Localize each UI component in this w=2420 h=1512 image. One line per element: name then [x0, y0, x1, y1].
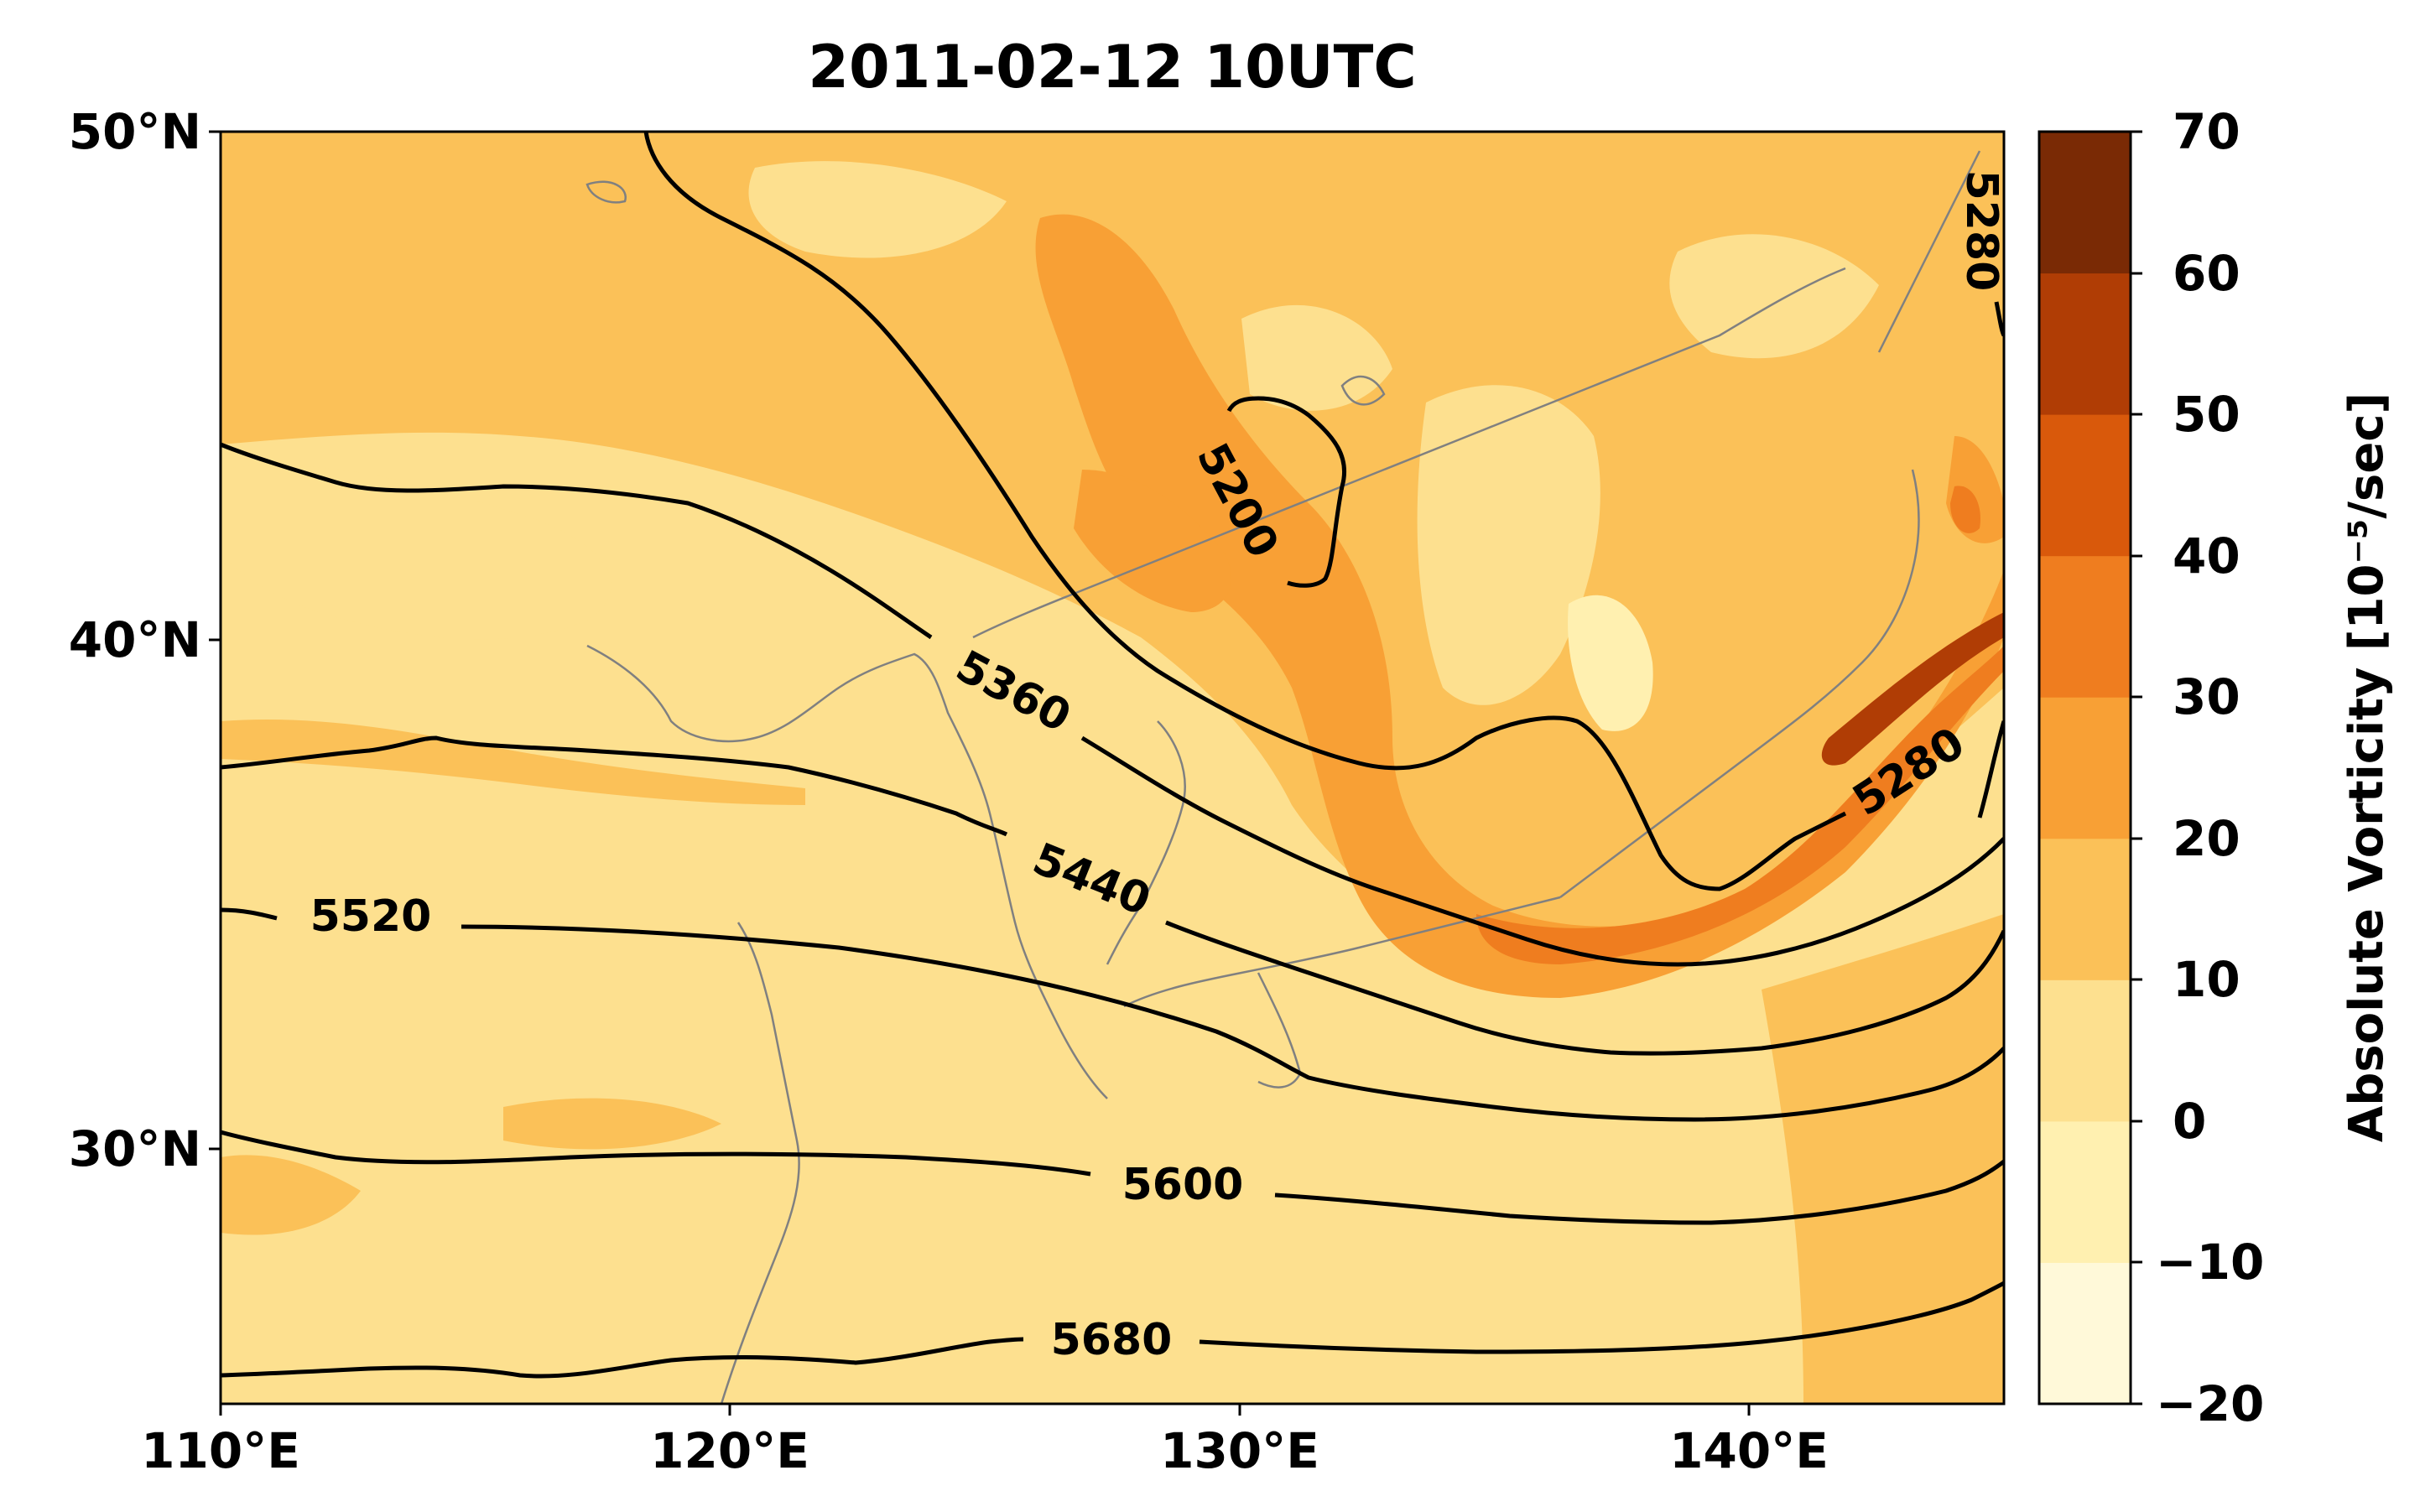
- lon-tick-110: 110°E: [141, 1422, 300, 1479]
- colorbar-tick-10: 10: [2173, 951, 2240, 1008]
- contour-label-5520: 5520: [310, 891, 432, 942]
- colorbar-band-60-to-70: [2039, 132, 2131, 274]
- contour-5360: [221, 442, 933, 640]
- longitude-tick-labels: 110°E 120°E 130°E 140°E: [141, 1422, 1829, 1479]
- colorbar-band-30-to-40: [2039, 555, 2131, 698]
- contour-5280-east: [1977, 720, 2004, 818]
- lat-tick-30: 30°N: [69, 1120, 201, 1177]
- contour-5520-east: [461, 924, 2004, 1122]
- colorbar-band-40-to-50: [2039, 414, 2131, 557]
- lon-tick-140: 140°E: [1669, 1422, 1829, 1479]
- map-frame: [219, 130, 2006, 1405]
- colorbar-tick-0: 0: [2173, 1093, 2206, 1150]
- height-contours: [221, 132, 2004, 1379]
- colorbar-tick-20: 20: [2173, 810, 2240, 867]
- figure-title: 2011-02-12 10UTC: [808, 33, 1417, 101]
- colorbar-tick-labels: 70 60 50 40 30 20 10 0 −10 −20: [2156, 103, 2264, 1432]
- axis-ticks: [209, 130, 1751, 1416]
- colorbar: 70 60 50 40 30 20 10 0 −10 −20 Absolute …: [2037, 103, 2394, 1432]
- colorbar-frame: [2037, 130, 2132, 1405]
- colorbar-label: Absolute Vorticity [10⁻⁵/sec]: [2339, 392, 2394, 1142]
- lon-tick-120: 120°E: [650, 1422, 809, 1479]
- contour-5680-west: [221, 1337, 1024, 1379]
- contour-label-5280-top: 5280: [1956, 170, 2006, 292]
- contour-5520-west: [221, 907, 278, 921]
- colorbar-tick-70: 70: [2173, 103, 2240, 160]
- colorbar-band--10-to-0: [2039, 1120, 2131, 1263]
- colorbar-tick-60: 60: [2173, 245, 2240, 302]
- contour-5280-north: [643, 132, 1847, 891]
- vorticity-shading-30-40: [1476, 486, 2004, 964]
- vorticity-shading-0-10: [221, 161, 1879, 705]
- contour-5440-west: [221, 735, 1008, 837]
- contour-label-5600: 5600: [1122, 1160, 1244, 1210]
- contour-5200: [1226, 396, 1347, 588]
- colorbar-tick-minus20: −20: [2156, 1375, 2264, 1432]
- map-panel: 5200 5280 5280 5360 5440 5520 5600 5680: [221, 132, 2006, 1404]
- contour-5440-east: [1165, 920, 2004, 1056]
- colorbar-tick-marks: [2131, 130, 2142, 1405]
- colorbar-band-20-to-30: [2039, 697, 2131, 839]
- latitude-tick-labels: 50°N 40°N 30°N: [69, 103, 201, 1177]
- lat-tick-50: 50°N: [69, 103, 201, 160]
- contour-5680-east: [1199, 1281, 2004, 1354]
- colorbar-tick-50: 50: [2173, 386, 2240, 443]
- contour-label-5680: 5680: [1051, 1315, 1173, 1365]
- colorbar-bands: [2039, 132, 2131, 1405]
- coastlines: [585, 150, 1981, 1404]
- colorbar-band--20-to--10: [2039, 1262, 2131, 1405]
- colorbar-band-10-to-20: [2039, 838, 2131, 980]
- lon-tick-130: 130°E: [1160, 1422, 1319, 1479]
- colorbar-band-0-to-10: [2039, 979, 2131, 1122]
- colorbar-band-50-to-60: [2039, 273, 2131, 415]
- lat-tick-40: 40°N: [69, 611, 201, 668]
- vorticity-shading-minus10-0: [1568, 595, 1653, 731]
- vorticity-shading-40-60: [1821, 612, 2004, 766]
- colorbar-tick-minus10: −10: [2156, 1234, 2264, 1291]
- colorbar-tick-30: 30: [2173, 668, 2240, 725]
- colorbar-tick-40: 40: [2173, 527, 2240, 585]
- contour-5600-east: [1274, 1160, 2004, 1225]
- contour-5360-east: [1080, 735, 2004, 967]
- contour-5600-west: [221, 1130, 1091, 1177]
